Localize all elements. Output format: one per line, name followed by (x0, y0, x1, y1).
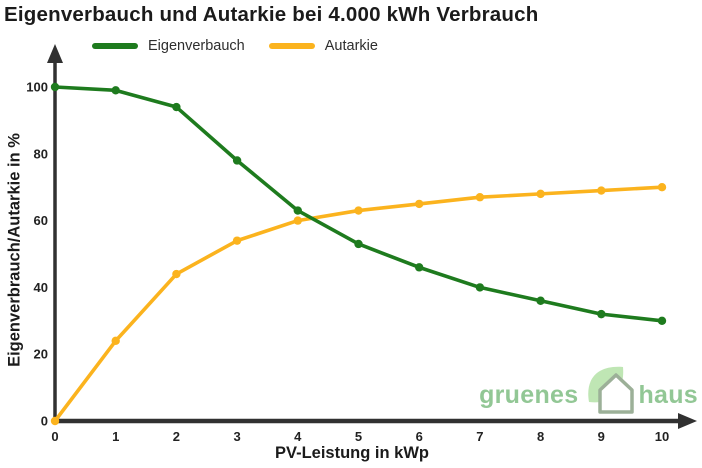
data-point-eigenverbauch (475, 283, 485, 292)
house-shape (598, 373, 635, 414)
data-point-autarkie (111, 336, 120, 346)
x-tick-label: 6 (416, 429, 423, 444)
data-point-autarkie (354, 206, 363, 215)
y-tick-label: 20 (34, 347, 48, 362)
x-tick-label: 3 (233, 429, 240, 444)
data-point-autarkie (172, 269, 181, 279)
data-point-eigenverbauch (293, 206, 302, 215)
x-axis-arrow-icon (678, 413, 697, 429)
data-point-autarkie (657, 183, 667, 192)
data-point-eigenverbauch (415, 263, 424, 272)
data-point-autarkie (415, 199, 424, 209)
legend-item-autarkie: Autarkie (268, 38, 378, 54)
data-point-autarkie (597, 186, 606, 195)
y-tick-label: 100 (26, 80, 48, 95)
y-tick-label: 60 (34, 213, 48, 228)
data-point-eigenverbauch (597, 309, 606, 319)
data-point-eigenverbauch (232, 156, 242, 165)
y-axis-arrow-icon (47, 44, 63, 63)
logo-text-haus: haus (638, 381, 698, 409)
chart-title: Eigenverbauch und Autarkie bei 4.000 kWh… (4, 3, 539, 26)
y-tick-label: 80 (34, 146, 48, 161)
data-point-autarkie (293, 216, 302, 225)
data-point-autarkie (50, 416, 60, 426)
series-line-eigenverbauch (53, 85, 664, 323)
gruenes-haus-logo: gruenes haus (479, 362, 698, 414)
x-tick-label: 4 (294, 429, 302, 444)
data-point-autarkie (232, 236, 242, 245)
x-tick-label: 0 (51, 429, 58, 444)
x-tick-label: 8 (537, 429, 544, 444)
legend: Eigenverbauch Autarkie (92, 38, 378, 54)
data-point-eigenverbauch (657, 316, 667, 325)
y-tick-label: 40 (34, 280, 48, 295)
legend-label-eigenverbauch: Eigenverbauch (148, 38, 245, 54)
legend-item-eigenverbauch: Eigenverbauch (92, 38, 245, 54)
data-point-eigenverbauch (111, 86, 120, 95)
y-axis-label: Eigenverbrauch/Autarkie in % (5, 133, 24, 367)
x-axis-label: PV-Leistung in kWp (274, 444, 430, 462)
x-tick-label: 1 (112, 429, 119, 444)
y-tick-label: 0 (41, 414, 48, 429)
data-point-eigenverbauch (172, 102, 181, 112)
x-tick-label: 5 (355, 429, 362, 444)
data-point-autarkie (536, 189, 545, 199)
x-tick-label: 7 (476, 429, 483, 444)
data-point-eigenverbauch (354, 239, 363, 249)
data-point-eigenverbauch (536, 296, 545, 305)
logo-text-gruenes: gruenes (479, 381, 579, 409)
data-point-autarkie (475, 193, 485, 202)
x-tick-label: 10 (655, 429, 669, 444)
x-tick-label: 2 (173, 429, 180, 444)
legend-swatch-eigenverbauch (92, 43, 138, 49)
legend-swatch-autarkie (268, 43, 315, 49)
x-tick-label: 9 (598, 429, 605, 444)
leaf-house-icon (588, 366, 635, 414)
legend-label-autarkie: Autarkie (324, 38, 378, 54)
data-point-eigenverbauch (50, 82, 60, 92)
